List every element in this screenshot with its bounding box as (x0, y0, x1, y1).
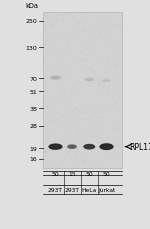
Ellipse shape (48, 144, 63, 150)
Text: 70: 70 (30, 76, 38, 82)
Ellipse shape (86, 146, 93, 148)
Text: 50: 50 (52, 171, 59, 176)
Text: 19: 19 (30, 146, 38, 151)
Text: HeLa: HeLa (82, 187, 97, 192)
Text: RPL11: RPL11 (129, 142, 150, 152)
Text: 38: 38 (30, 106, 38, 111)
Text: 16: 16 (30, 157, 38, 162)
Ellipse shape (67, 145, 77, 149)
Text: 293T: 293T (48, 187, 63, 192)
Ellipse shape (83, 144, 95, 150)
Text: 130: 130 (26, 46, 38, 51)
Ellipse shape (52, 146, 59, 148)
Text: 50: 50 (103, 171, 110, 176)
Text: 293T: 293T (64, 187, 80, 192)
Text: Jurkat: Jurkat (98, 187, 115, 192)
Ellipse shape (102, 80, 111, 83)
Bar (43, 13, 122, 168)
Text: 250: 250 (26, 19, 38, 24)
Ellipse shape (69, 146, 75, 148)
Ellipse shape (99, 144, 114, 150)
Ellipse shape (50, 76, 61, 80)
Text: 51: 51 (30, 89, 38, 94)
Text: kDa: kDa (25, 3, 38, 8)
Text: 15: 15 (68, 171, 76, 176)
Ellipse shape (84, 78, 94, 82)
Ellipse shape (103, 145, 110, 149)
Text: 28: 28 (30, 124, 38, 129)
Text: 50: 50 (85, 171, 93, 176)
